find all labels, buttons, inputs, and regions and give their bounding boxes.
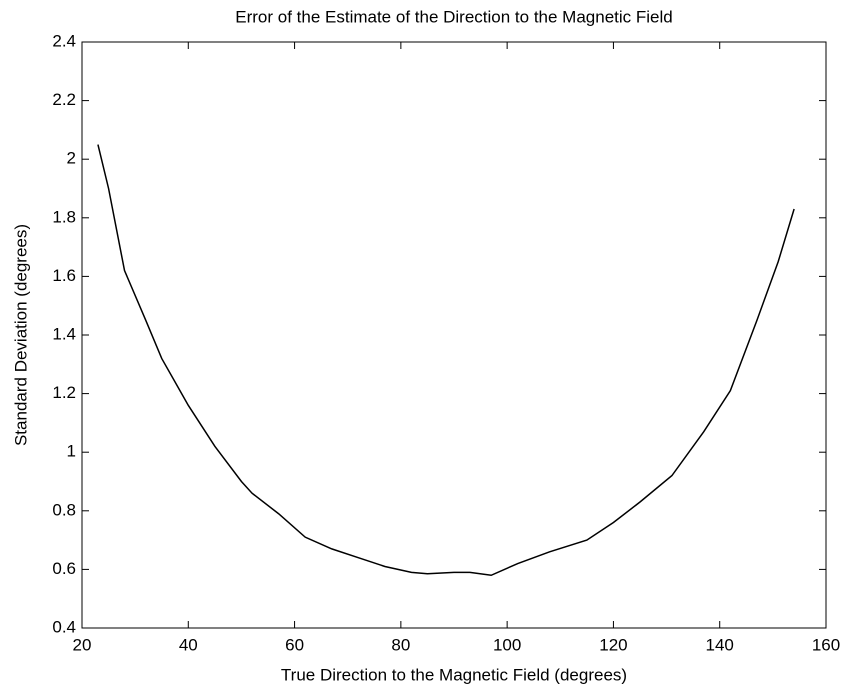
y-tick-label: 0.4 [52, 617, 76, 636]
x-tick-label: 160 [812, 635, 840, 654]
y-tick-label: 2 [67, 149, 76, 168]
x-tick-label: 40 [179, 635, 198, 654]
plot-frame [81, 41, 827, 629]
y-tick-label: 0.8 [52, 500, 76, 519]
x-tick-label: 100 [493, 635, 521, 654]
x-tick-label: 120 [599, 635, 627, 654]
y-tick-label: 2.4 [52, 31, 76, 50]
y-tick-label: 2.2 [52, 90, 76, 109]
chart-title: Error of the Estimate of the Direction t… [235, 7, 672, 26]
x-tick-label: 80 [391, 635, 410, 654]
y-axis-label: Standard Deviation (degrees) [11, 224, 30, 446]
y-tick-label: 1.6 [52, 266, 76, 285]
x-tick-label: 60 [285, 635, 304, 654]
x-tick-label: 140 [706, 635, 734, 654]
x-tick-label: 20 [73, 635, 92, 654]
y-tick-label: 1.8 [52, 207, 76, 226]
y-tick-label: 1.4 [52, 324, 76, 343]
y-tick-label: 0.6 [52, 559, 76, 578]
y-tick-label: 1.2 [52, 383, 76, 402]
data-line [97, 144, 795, 577]
x-axis-label: True Direction to the Magnetic Field (de… [281, 665, 627, 684]
y-tick-label: 1 [67, 442, 76, 461]
